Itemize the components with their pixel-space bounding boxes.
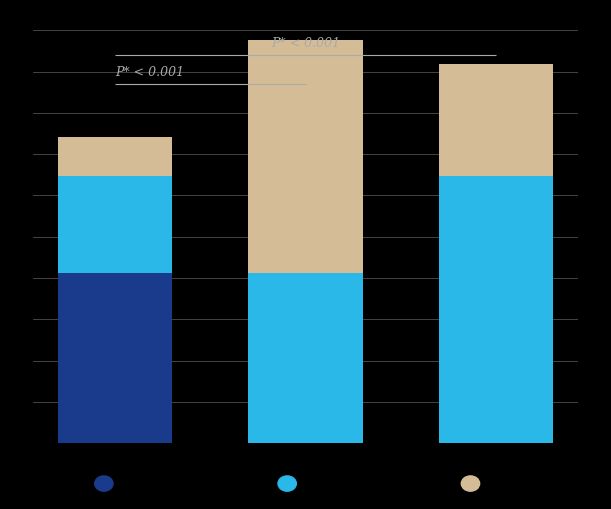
Bar (249, 40, 362, 273)
Bar (249, 273, 362, 443)
Bar (58, 176, 172, 273)
Text: P* < 0.001: P* < 0.001 (115, 66, 185, 79)
Bar (439, 176, 553, 443)
Text: P* < 0.001: P* < 0.001 (271, 37, 340, 50)
Bar (58, 273, 172, 443)
Bar (58, 137, 172, 176)
Bar (439, 64, 553, 176)
